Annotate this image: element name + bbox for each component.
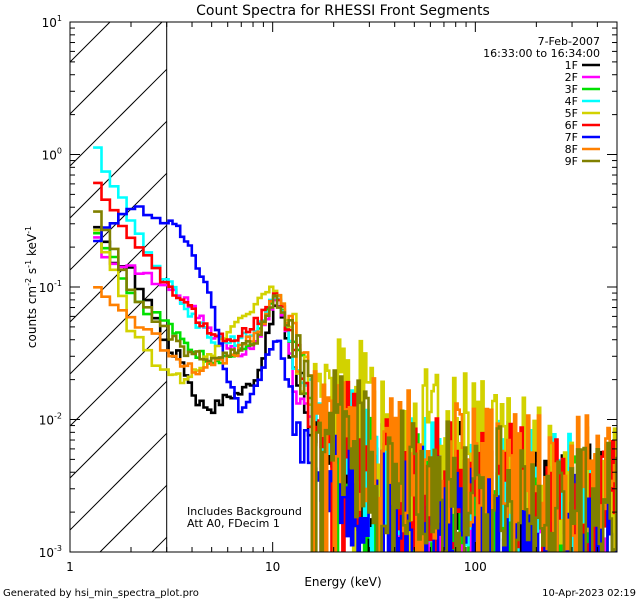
y-axis-label-end: keV	[25, 233, 39, 260]
x-tick-label: 100	[464, 560, 487, 574]
legend-label-6F: 6F	[565, 119, 578, 132]
legend-label-7F: 7F	[565, 131, 578, 144]
series-line-8F	[93, 286, 617, 552]
x-tick-label: 10	[265, 560, 280, 574]
legend-label-8F: 8F	[565, 143, 578, 156]
hatch-line	[69, 21, 163, 115]
y-tick-label: 100	[42, 147, 62, 163]
hatch-line	[151, 536, 168, 553]
footer-timestamp: 10-Apr-2023 02:19	[542, 588, 636, 599]
chart-title: Count Spectra for RHESSI Front Segments	[196, 3, 490, 19]
legend-label-3F: 3F	[565, 83, 578, 96]
hatch-line	[69, 120, 168, 219]
x-tick-label: 1	[66, 560, 74, 574]
y-axis-label-sup: -1	[24, 260, 33, 268]
hatch-line	[69, 21, 111, 63]
hatch-line	[69, 68, 168, 167]
y-axis-label-sup: -2	[24, 278, 33, 286]
y-tick-label: 10-1	[39, 279, 62, 295]
y-axis-label-sup: -1	[24, 226, 33, 234]
y-tick-label: 10-3	[39, 544, 62, 560]
time-range-label: 16:33:00 to 16:34:00	[483, 47, 600, 60]
y-tick-label: 10-2	[39, 412, 62, 428]
y-axis-label: counts cm-2 s-1 keV-1	[24, 226, 39, 348]
hatch-line	[69, 276, 168, 375]
hatch-line	[69, 380, 168, 479]
hatch-line	[69, 328, 168, 427]
annotation-attenuator: Att A0, FDecim 1	[187, 517, 280, 530]
legend-label-9F: 9F	[565, 155, 578, 168]
legend-label-5F: 5F	[565, 107, 578, 120]
axis-ticks: 1 10 100 10-3 10-2 10-1 100 101	[39, 14, 618, 574]
legend-label-1F: 1F	[565, 59, 578, 72]
y-tick-label: 101	[42, 14, 62, 30]
y-axis-label-base: counts cm	[25, 286, 39, 348]
footer-generated-by: Generated by hsi_min_spectra_plot.pro	[3, 588, 199, 599]
legend-label-4F: 4F	[565, 95, 578, 108]
annotation-background: Includes Background	[187, 505, 302, 518]
x-axis-label: Energy (keV)	[304, 575, 381, 589]
series-line-9F	[93, 210, 617, 552]
legend-label-2F: 2F	[565, 71, 578, 84]
series-group	[93, 146, 617, 552]
hatch-line	[69, 432, 168, 531]
y-axis-label-mid: s	[25, 268, 39, 278]
hatch-line	[99, 484, 168, 553]
date-label: 7-Feb-2007	[538, 35, 600, 48]
